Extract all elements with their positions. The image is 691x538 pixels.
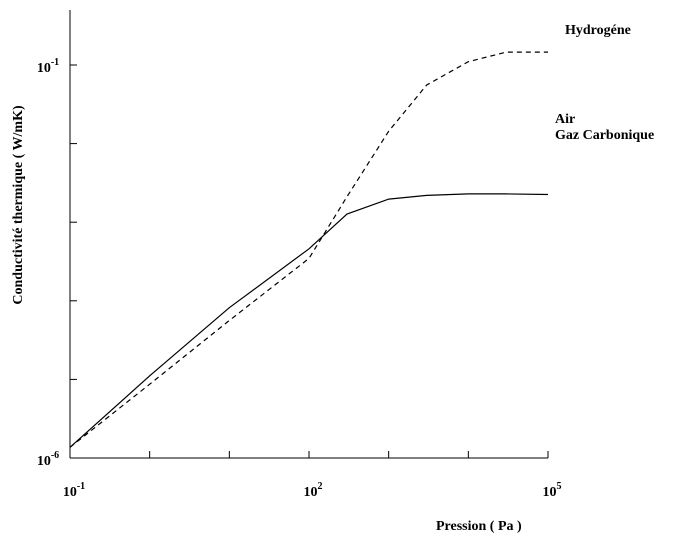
y-axis-label: Conductivité thermique ( W/mK): [11, 105, 26, 305]
x-axis-label: Pression ( Pa ): [436, 519, 522, 534]
y-tick-label: 10-1: [37, 57, 59, 76]
tick-marks: [70, 64, 549, 458]
legend-label-gaz-carbonique: Gaz Carbonique: [555, 128, 654, 143]
legend-label-air: Air: [555, 112, 575, 127]
x-tick-label: 10-1: [63, 481, 85, 500]
legend-label-hydrogene: Hydrogéne: [565, 23, 631, 38]
series-line-1: [69, 193, 549, 448]
x-tick-label: 102: [304, 481, 323, 500]
series-layer: [69, 51, 549, 448]
series-line-0: [69, 51, 548, 448]
y-tick-label: 10-6: [37, 450, 59, 469]
x-tick-label: 105: [543, 481, 562, 500]
